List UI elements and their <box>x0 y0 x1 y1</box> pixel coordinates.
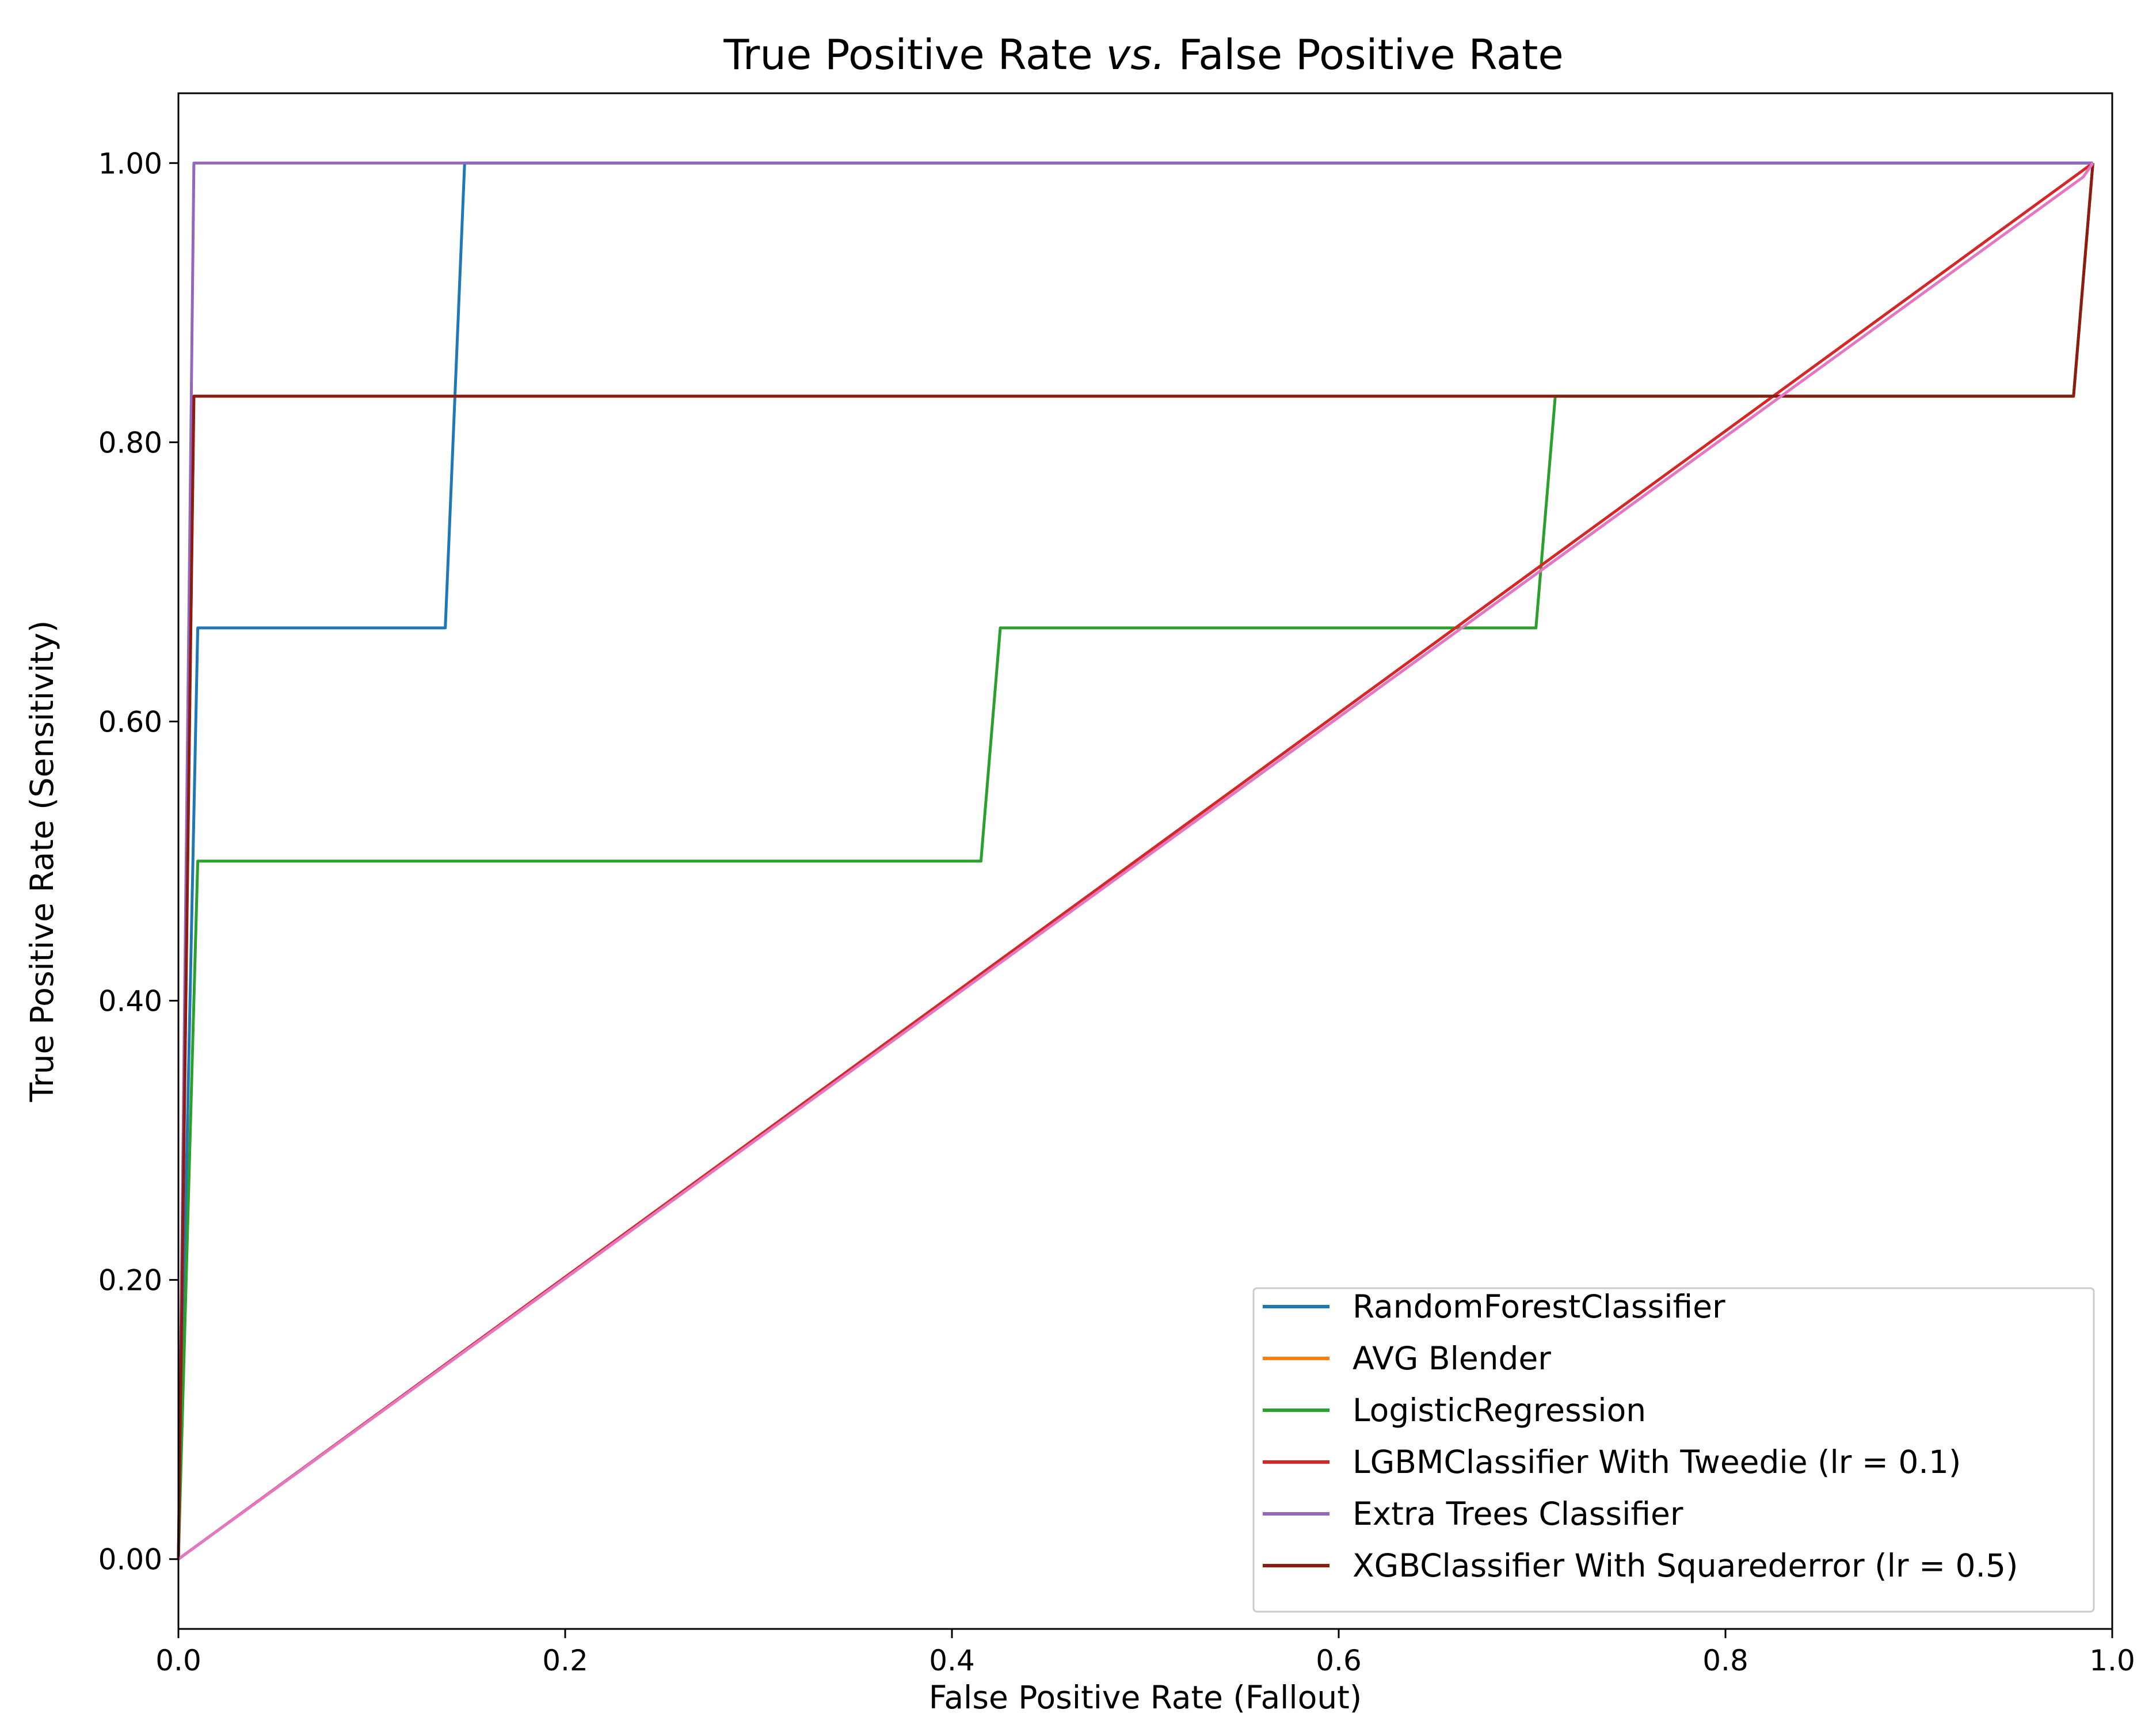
y-tick-label: 1.00 <box>98 147 162 180</box>
legend-label: XGBClassifier With Squarederror (lr = 0.… <box>1353 1547 2018 1584</box>
chart-title: True Positive Rate vs. False Positive Ra… <box>723 31 1563 79</box>
legend-label: RandomForestClassifier <box>1353 1288 1725 1325</box>
chart-title-part-2: vs. <box>1106 31 1165 79</box>
legend-label: LGBMClassifier With Tweedie (lr = 0.1) <box>1353 1444 1961 1480</box>
series-layer <box>177 161 2094 1560</box>
x-tick-label: 0.8 <box>1702 1644 1748 1677</box>
y-tick-label: 0.80 <box>98 426 162 459</box>
y-axis-label: True Positive Rate (Sensitivity) <box>24 620 60 1103</box>
y-tick-label: 0.20 <box>98 1264 162 1297</box>
legend-label: Extra Trees Classifier <box>1353 1495 1683 1532</box>
x-tick-label: 1.0 <box>2089 1644 2135 1677</box>
series-line-6 <box>177 162 2094 1560</box>
legend-label: LogisticRegression <box>1353 1392 1646 1429</box>
x-tick-label: 0.4 <box>929 1644 975 1677</box>
legend-box <box>1252 1287 2095 1613</box>
chart-title-part-1: True Positive Rate <box>723 31 1106 79</box>
x-tick-label: 0.6 <box>1316 1644 1362 1677</box>
y-tick-label: 0.60 <box>98 705 162 738</box>
x-tick-label: 0.0 <box>155 1644 201 1677</box>
x-tick-label: 0.2 <box>542 1644 588 1677</box>
x-axis-ticks: 0.0 0.2 0.4 0.6 0.8 1.0 <box>155 1629 2135 1677</box>
y-axis-ticks: 0.00 0.20 0.40 0.60 0.80 1.00 <box>98 147 178 1577</box>
chart-title-part-3: False Positive Rate <box>1165 31 1564 79</box>
y-tick-label: 0.40 <box>98 985 162 1018</box>
y-tick-label: 0.00 <box>98 1543 162 1577</box>
legend: RandomForestClassifier AVG Blender Logisti… <box>1252 1287 2095 1613</box>
legend-label: AVG Blender <box>1353 1340 1551 1377</box>
plot-frame <box>177 92 2113 1630</box>
x-axis-label: False Positive Rate (Fallout) <box>929 1679 1362 1716</box>
series-line-5 <box>177 163 2094 1559</box>
